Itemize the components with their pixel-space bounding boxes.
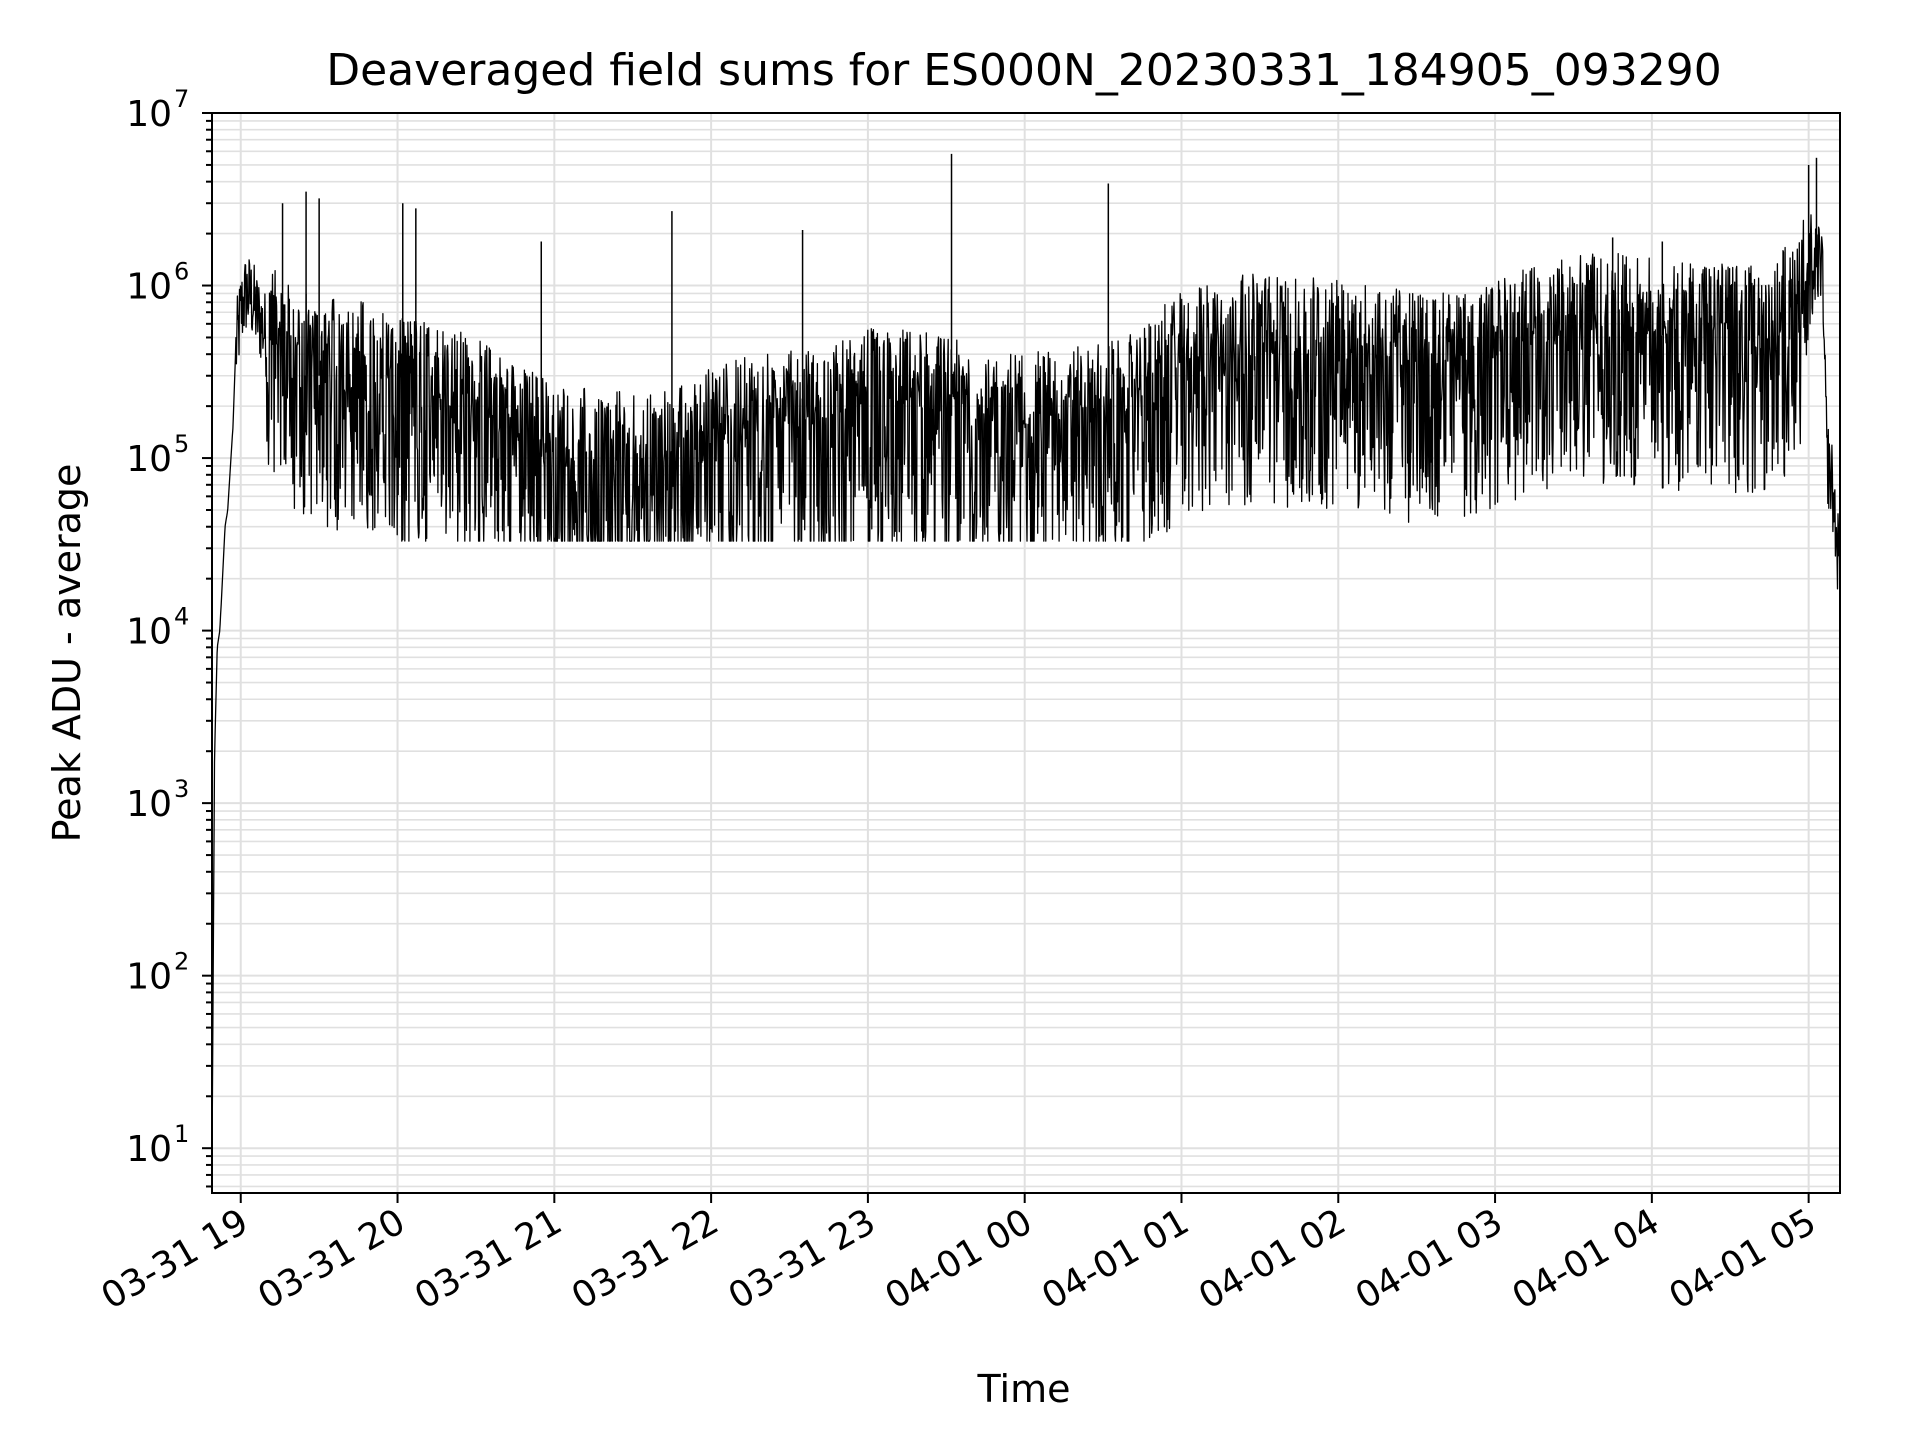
y-tick-label: 10 <box>126 612 172 653</box>
series-line <box>211 214 1841 1165</box>
y-axis-label: Peak ADU - average <box>45 464 89 843</box>
y-tick-exponent: 5 <box>174 430 189 458</box>
y-tick-label: 10 <box>126 784 172 825</box>
y-tick-exponent: 4 <box>174 603 189 631</box>
y-tick-label: 10 <box>126 94 172 135</box>
y-tick-exponent: 6 <box>174 258 189 286</box>
y-tick-exponent: 3 <box>174 775 189 803</box>
plot-frame <box>211 112 1841 1194</box>
y-tick-exponent: 2 <box>174 948 189 976</box>
y-tick-label: 10 <box>126 1129 172 1170</box>
y-tick-exponent: 7 <box>174 85 189 113</box>
x-axis-label: Time <box>977 1367 1071 1411</box>
chart-title: Deaveraged field sums for ES000N_2023033… <box>326 45 1722 96</box>
y-tick-label: 10 <box>126 957 172 998</box>
y-tick-label: 10 <box>126 267 172 308</box>
y-tick-exponent: 1 <box>174 1120 189 1148</box>
series-layer <box>211 153 1841 1165</box>
y-tick-label: 10 <box>126 439 172 480</box>
